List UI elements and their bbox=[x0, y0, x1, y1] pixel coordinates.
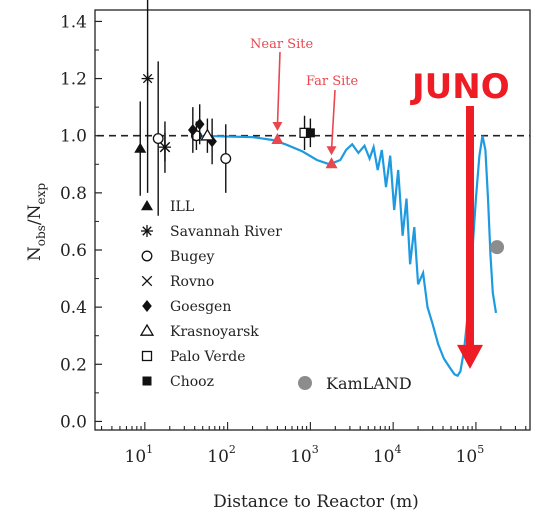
triangle-shape bbox=[134, 142, 147, 153]
circle-shape bbox=[141, 250, 153, 262]
y-axis-title-sub1: obs bbox=[34, 225, 48, 246]
data-point-goesgen bbox=[194, 118, 205, 131]
x-tick-label: 102 bbox=[207, 443, 236, 467]
data-point-savannah-river bbox=[141, 72, 154, 85]
kamland-label: KamLAND bbox=[326, 374, 412, 393]
data-points bbox=[134, 0, 315, 216]
near-site-label: Near Site bbox=[250, 37, 313, 52]
juno-arrow bbox=[457, 106, 483, 369]
y-tick-label: 0.6 bbox=[60, 241, 87, 261]
juno-arrow-head bbox=[457, 344, 483, 369]
legend-marker-savannah-river bbox=[141, 225, 153, 237]
y-axis-title-sub2: exp bbox=[34, 183, 48, 205]
x-tick-label-base: 10 bbox=[207, 447, 229, 467]
y-axis-title-slash: /N bbox=[25, 204, 45, 225]
x-tick-label-exponent: 2 bbox=[229, 443, 236, 456]
triangle-shape bbox=[141, 200, 153, 211]
x-tick-label-base: 10 bbox=[290, 447, 312, 467]
y-tick-label: 0.4 bbox=[60, 298, 87, 318]
data-point-chooz bbox=[305, 128, 315, 138]
legend-marker-rovno bbox=[141, 275, 153, 287]
square-shape bbox=[142, 376, 152, 386]
x-tick-label-exponent: 1 bbox=[146, 443, 153, 456]
x-tick-label-exponent: 4 bbox=[394, 443, 401, 456]
legend-marker-goesgen bbox=[142, 300, 152, 312]
data-point-goesgen bbox=[188, 124, 198, 136]
circle-shape bbox=[220, 153, 232, 165]
far-site-label: Far Site bbox=[306, 74, 359, 89]
y-axis-title: Nobs/Nexp bbox=[25, 183, 48, 261]
circle-shape bbox=[152, 133, 164, 145]
x-tick-label-exponent: 5 bbox=[477, 443, 484, 456]
legend-marker-bugey bbox=[141, 250, 153, 262]
x-axis-title: Distance to Reactor (m) bbox=[213, 492, 419, 512]
asterisk-stroke bbox=[142, 73, 153, 84]
diamond-shape bbox=[188, 124, 198, 136]
x-tick-label-exponent: 3 bbox=[312, 443, 319, 456]
diamond-shape bbox=[194, 118, 205, 131]
kamland-legend-marker bbox=[298, 376, 312, 390]
y-tick-label: 0.2 bbox=[60, 355, 87, 375]
data-point-bugey bbox=[220, 153, 232, 165]
legend: ILL Savannah River Bugey Rovno Goesgen Krasno… bbox=[139, 199, 282, 390]
legend-marker-chooz bbox=[142, 376, 152, 386]
plot-frame bbox=[94, 9, 531, 431]
cross-stroke bbox=[159, 141, 171, 153]
square-shape bbox=[305, 128, 315, 138]
oscillation-curve bbox=[194, 134, 498, 378]
data-point-ill bbox=[134, 142, 147, 153]
near-site-arrow-shaft bbox=[276, 51, 281, 127]
triangle-shape bbox=[200, 128, 215, 141]
legend-label: Palo Verde bbox=[170, 349, 246, 365]
near-site-marker bbox=[271, 133, 284, 144]
far-site-arrow-shaft bbox=[330, 89, 336, 151]
data-point-rovno bbox=[159, 141, 171, 153]
legend-label: Savannah River bbox=[170, 224, 282, 240]
legend-marker-ill bbox=[141, 200, 153, 211]
legend-label: Rovno bbox=[170, 274, 214, 290]
legend-marker-krasnoyarsk bbox=[139, 323, 155, 336]
legend-marker-palo-verde bbox=[141, 350, 153, 362]
juno-label: JUNO bbox=[410, 67, 510, 107]
x-tick-label: 105 bbox=[456, 443, 485, 467]
y-axis: 0.0 0.2 0.4 0.6 0.8 1.0 1.2 1.4 bbox=[60, 12, 102, 432]
far-site-marker bbox=[325, 157, 338, 169]
x-tick-label: 103 bbox=[290, 443, 319, 467]
cross-stroke bbox=[141, 275, 153, 287]
legend-label: Chooz bbox=[170, 374, 214, 390]
square-shape bbox=[141, 350, 153, 362]
x-tick-label-base: 10 bbox=[373, 447, 395, 467]
far-site-arrow-head bbox=[326, 146, 337, 156]
triangle-shape bbox=[139, 323, 155, 336]
legend-label: Goesgen bbox=[170, 299, 231, 315]
x-tick-label-base: 10 bbox=[125, 447, 147, 467]
x-tick-label-base: 10 bbox=[456, 447, 478, 467]
x-tick-label: 101 bbox=[125, 443, 154, 467]
legend-label: ILL bbox=[170, 199, 194, 215]
y-tick-label: 1.0 bbox=[60, 127, 87, 147]
kamland-data-point bbox=[490, 240, 505, 255]
diamond-shape bbox=[142, 300, 152, 312]
y-tick-label: 1.4 bbox=[60, 12, 87, 32]
data-point-krasnoyarsk bbox=[200, 128, 215, 141]
y-tick-label: 0.8 bbox=[60, 184, 87, 204]
site-markers bbox=[271, 51, 338, 169]
x-tick-label: 104 bbox=[373, 443, 402, 467]
data-point-bugey bbox=[152, 133, 164, 145]
legend-label: Krasnoyarsk bbox=[170, 324, 259, 340]
near-site-arrow-head bbox=[272, 122, 283, 131]
legend-label: Bugey bbox=[170, 249, 215, 265]
y-tick-label: 0.0 bbox=[60, 412, 87, 432]
y-tick-label: 1.2 bbox=[60, 70, 87, 90]
x-axis: 101 102 103 104 105 bbox=[101, 422, 527, 467]
asterisk-stroke bbox=[142, 226, 152, 236]
y-axis-title-main: N bbox=[25, 246, 45, 261]
